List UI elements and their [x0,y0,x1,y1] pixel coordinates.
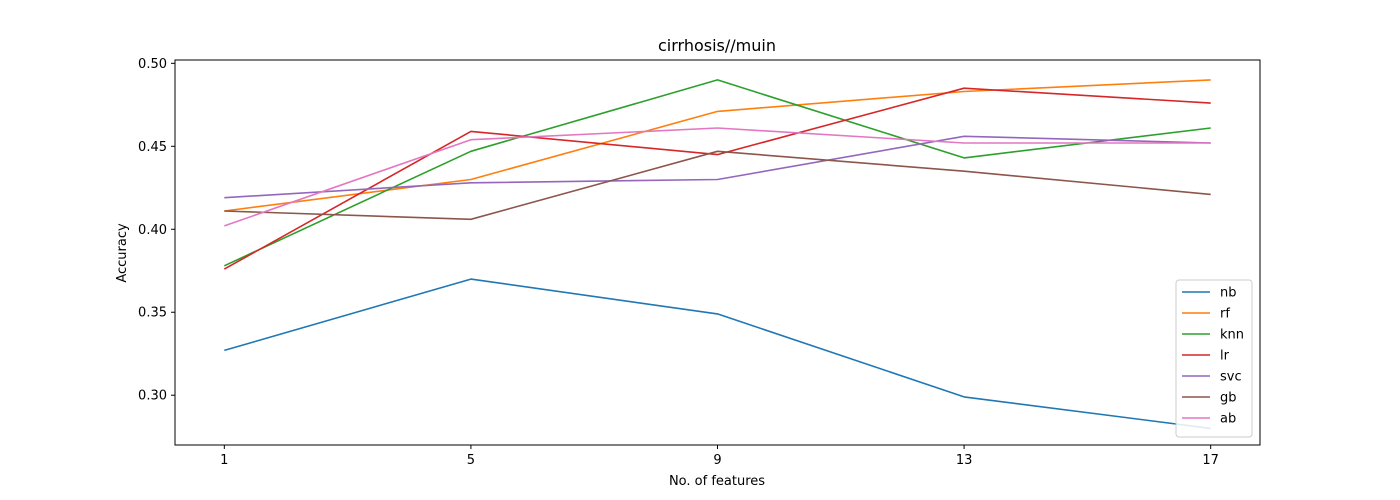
y-tick-label: 0.35 [138,306,167,321]
series-line-ab [224,127,1211,227]
legend-label-ab: ab [1220,412,1236,427]
x-tick-label: 13 [956,453,973,468]
series-line-nb [224,278,1211,430]
x-axis-label: No. of features [669,474,765,489]
x-tick-label: 17 [1202,453,1219,468]
series-line-gb [224,150,1211,221]
x-tick-label: 1 [220,453,228,468]
x-tick-label: 5 [467,453,475,468]
x-tick-label: 9 [713,453,721,468]
y-tick-label: 0.40 [138,223,167,238]
series-line-knn [223,79,1211,267]
series-line-lr [223,87,1211,270]
axes-frame [174,59,1261,446]
legend-label-svc: svc [1220,370,1242,385]
y-tick-label: 0.45 [138,140,167,155]
chart-title: cirrhosis//muin [658,36,776,55]
plot-area: 1 5 9 13 17 0.30 0.35 0.40 0.45 0.50 [138,57,1261,468]
legend-label-gb: gb [1220,391,1237,406]
legend-label-rf: rf [1220,307,1230,322]
legend-label-knn: knn [1220,328,1244,343]
legend-box [1175,279,1253,438]
y-axis-label: Accuracy [115,223,130,283]
series-line-svc [224,135,1211,199]
y-tick-label: 0.50 [138,57,167,72]
legend-label-nb: nb [1220,286,1237,301]
legend-label-lr: lr [1220,349,1230,364]
legend: nb rf knn lr svc gb ab [1175,279,1253,438]
y-tick-label: 0.30 [138,389,167,404]
